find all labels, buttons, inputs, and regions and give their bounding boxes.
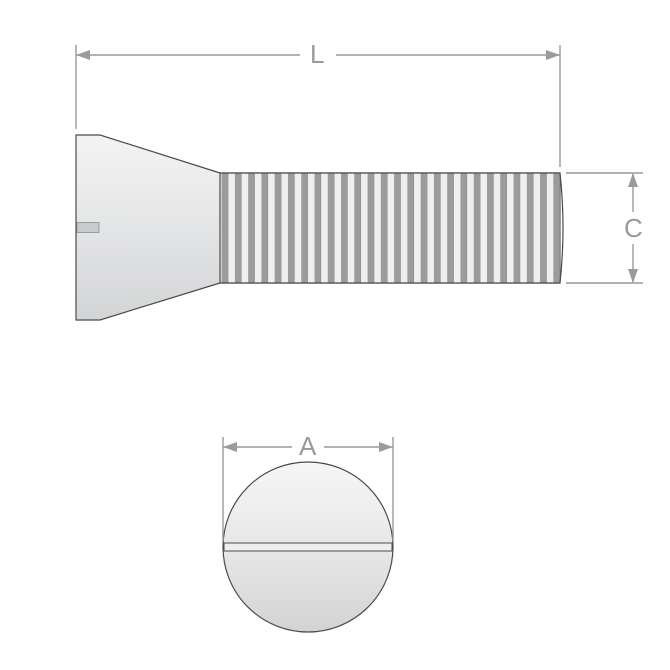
- head-slot-side: [77, 223, 99, 233]
- thread-body: [215, 173, 563, 283]
- screw-front-view: [223, 462, 393, 632]
- technical-drawing: [0, 0, 670, 670]
- diagram-stage: L C A: [0, 0, 670, 670]
- label-L: L: [310, 39, 324, 70]
- label-C: C: [624, 213, 643, 244]
- label-A: A: [299, 431, 316, 462]
- screw-side-view: [76, 135, 563, 320]
- head-slot-front: [224, 543, 392, 551]
